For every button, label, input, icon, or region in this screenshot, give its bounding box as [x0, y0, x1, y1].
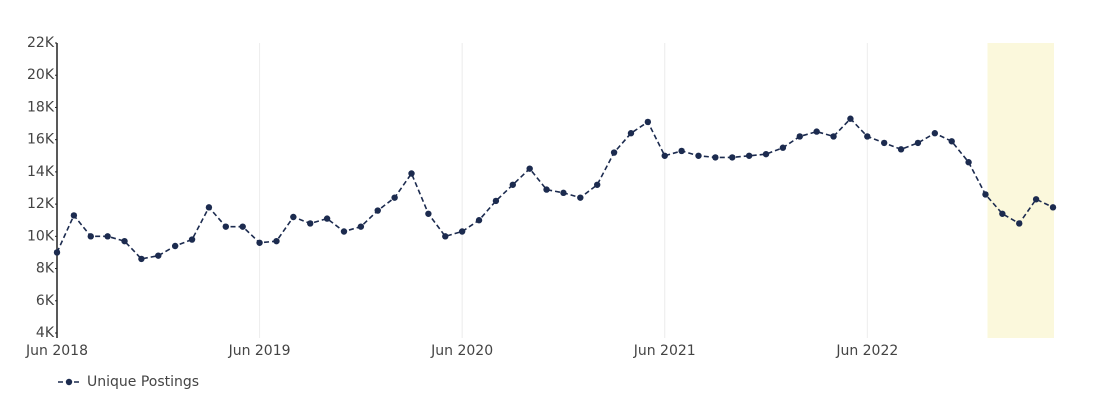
data-point: [104, 233, 111, 240]
data-point: [70, 212, 78, 219]
series-line: [56, 117, 1054, 260]
data-point: [526, 165, 533, 172]
y-tick-label: 12K: [27, 196, 55, 212]
data-point: [222, 223, 230, 230]
data-point: [796, 133, 803, 140]
legend-label: Unique Postings: [87, 374, 199, 390]
y-tick-label: 18K: [27, 99, 55, 115]
data-point: [864, 133, 871, 140]
x-tick-label: Jun 2022: [835, 343, 898, 359]
data-point: [610, 149, 618, 156]
data-point: [138, 255, 145, 263]
data-point: [340, 228, 348, 235]
data-point: [87, 233, 94, 240]
x-tick-label: Jun 2021: [633, 343, 696, 359]
data-point: [374, 207, 381, 214]
x-tick-label: Jun 2020: [430, 343, 493, 359]
data-point: [830, 133, 837, 140]
data-point: [880, 139, 888, 147]
y-tick-label: 16K: [27, 132, 55, 148]
data-point: [492, 197, 500, 205]
data-point: [256, 239, 263, 246]
data-point: [813, 128, 820, 135]
data-point: [1049, 204, 1057, 211]
data-point: [729, 154, 736, 161]
data-point: [999, 210, 1006, 217]
data-point: [475, 217, 483, 224]
data-point: [323, 215, 331, 222]
data-point: [745, 152, 753, 159]
data-point: [1016, 220, 1023, 227]
data-point: [273, 237, 280, 245]
highlight-band: [987, 43, 1054, 338]
data-point: [594, 181, 601, 188]
data-point: [948, 138, 955, 145]
data-point: [897, 146, 905, 153]
data-point: [577, 194, 584, 201]
data-point: [965, 159, 972, 166]
data-point: [712, 154, 719, 161]
data-point: [171, 242, 179, 250]
data-point: [53, 249, 61, 256]
data-point: [847, 115, 854, 122]
y-tick-label: 6K: [36, 293, 55, 309]
data-point: [357, 223, 365, 230]
data-point: [779, 144, 787, 151]
data-point: [458, 228, 466, 235]
data-point: [408, 170, 415, 177]
data-point: [644, 118, 652, 126]
data-point: [678, 147, 685, 155]
data-point: [543, 186, 550, 193]
y-tick-label: 14K: [27, 164, 55, 180]
data-point: [509, 181, 516, 188]
data-point: [914, 139, 922, 147]
data-point: [1032, 196, 1040, 203]
y-tick-label: 10K: [27, 228, 55, 244]
data-point: [205, 204, 213, 211]
x-tick-label: Jun 2018: [25, 343, 88, 359]
data-point: [560, 189, 567, 197]
legend-dot: [65, 378, 73, 386]
data-point: [188, 236, 196, 243]
data-point: [391, 194, 398, 201]
y-tick-label: 22K: [27, 35, 55, 51]
data-point: [155, 252, 162, 259]
x-tick-label: Jun 2019: [228, 343, 291, 359]
data-point: [762, 150, 770, 158]
data-point: [425, 210, 432, 217]
data-point: [982, 191, 989, 198]
data-point: [661, 152, 668, 159]
data-point: [442, 233, 449, 240]
data-point: [931, 130, 939, 137]
y-tick-label: 8K: [36, 261, 55, 277]
y-tick-label: 20K: [27, 67, 55, 83]
data-point: [239, 223, 246, 230]
data-point: [627, 130, 635, 137]
data-point: [290, 213, 297, 221]
y-tick-label: 4K: [36, 325, 55, 341]
data-point: [695, 152, 702, 159]
data-point: [307, 220, 314, 227]
data-point: [121, 237, 128, 245]
